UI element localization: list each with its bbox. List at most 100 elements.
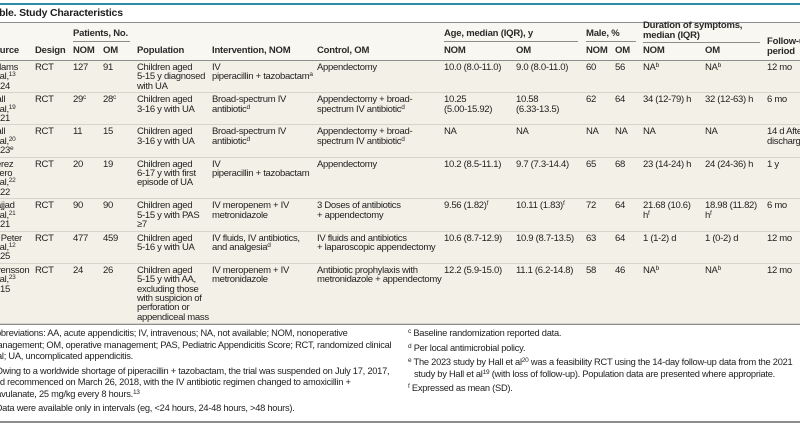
cell-duration-nom: 34 (12-79) h [643,92,705,126]
cell-intervention: IV piperacillin + tazobactama [212,61,317,94]
cell-text: Children aged 5-15 y with PAS ≥7 [137,200,200,231]
cell-text: Children aged 6-17 y with first episode … [137,158,196,189]
cell-text: 127 [73,62,88,73]
cell-text: 10.9 (8.7-13.5) [516,232,574,244]
table-body: Adams et al,13 2024RCT12791Children aged… [0,61,800,325]
cell-source: Adams et al,13 2024 [0,61,35,94]
cell-text: 477 [73,232,88,244]
header-patients-om: OM [103,45,118,56]
cell-patients-nom: 127 [73,61,103,94]
cell-text: Appendectomy + broad- spectrum IV antibi… [317,94,413,115]
cell-patients-om: 28c [103,92,137,126]
cell-male-nom: 60 [586,61,615,94]
header-control: Control, OM [317,45,370,56]
cell-duration-nom: NA [643,124,705,158]
cell-text: 19 [103,158,113,170]
cell-age-om: 10.11 (1.83)f [516,198,586,232]
cell-text: Children aged 3-16 y with UA [137,94,195,115]
cell-text: IV meropenem + IV metronidazole [212,264,290,286]
header-population: Population [137,45,185,56]
cell-text: 11.1 (6.2-14.8) [516,264,574,276]
cell-duration-nom: 1 (1-2) d [643,231,705,264]
footnote-text: Expressed as mean (SD). [411,383,513,394]
cell-text: 68 [615,158,625,170]
footnote-text: Baseline randomization reported data. [413,328,562,339]
cell-text: 23 (14-24) h [643,158,692,170]
cell-design: RCT [35,198,73,232]
cell-text: 15 [103,126,113,138]
cell-text: Antibiotic prophylaxis with metronidazol… [317,264,442,286]
footnote-ref: 13 [132,388,140,396]
source-ref: 13 [8,71,16,79]
cell-text: Children aged 5-15 y diagnosed with UA [137,62,206,92]
cell-population: Children aged 3-16 y with UA [137,124,212,158]
cell-text: 65 [586,158,596,170]
cell-text: IV piperacillin + tazobactam [212,62,310,83]
accent-rule [0,3,800,5]
header-followup: Follow-up period [767,36,800,57]
cell-followup: 6 mo [767,92,800,126]
source-etal: et al, [0,71,9,83]
footnote-text: The 2023 study by Hall et al [413,357,523,368]
source-ref: 22 [8,177,16,185]
cell-age-om: 10.58 (6.33-13.5) [516,92,586,126]
cell-text: Broad-spectrum IV antibiotic [212,126,287,147]
footnote-mark: b [717,62,722,69]
footnote-mark: a [309,71,313,79]
cell-age-om: 10.9 (8.7-13.5) [516,231,586,264]
cell-text: 24 [73,264,83,276]
cell-text: NA [705,264,718,276]
source-year: 2024 [0,80,10,92]
cell-text: 62 [586,94,596,106]
source-etal: et al, [0,274,9,286]
cell-followup: 12 mo [767,263,800,325]
cell-duration-om: 32 (12-63) h [705,92,767,126]
source-ref: 21 [8,209,16,217]
table-row: Sajjad et al,21 2021RCT9090Children aged… [0,198,800,232]
footnote-text: Data were available only in intervals (e… [0,403,295,414]
footnote-mark: c [408,328,411,336]
header-intervention: Intervention, NOM [212,45,291,56]
cell-male-nom: 58 [586,263,615,325]
cell-male-om: 68 [615,157,643,200]
cell-age-om: 9.7 (7.3-14.4) [516,157,586,200]
source-etal: et al, [0,103,9,115]
cell-design: RCT [35,231,73,264]
footnote-mark: d [267,241,271,249]
cell-male-nom: 62 [586,92,615,126]
cell-male-om: NA [615,124,643,158]
footnote-ref: 20 [521,357,529,365]
cell-patients-om: 19 [103,157,137,200]
cell-text: 11 [73,126,83,138]
table-row: Adams et al,13 2024RCT12791Children aged… [0,61,800,94]
header-age-nom: NOM [444,45,466,56]
cell-text: 6 mo [767,94,787,106]
cell-patients-om: 91 [103,61,137,94]
cell-age-nom: 9.56 (1.82)f [444,198,516,232]
cell-population: Children aged 6-17 y with first episode … [137,157,212,200]
cell-text: 58 [586,264,596,276]
source-name: Hall [0,126,6,138]
header-patients: Patients, No. [73,29,130,42]
footnote-mark: f [647,209,650,217]
footnotes-right-column: c Baseline randomization reported data. … [408,328,800,415]
cell-patients-om: 15 [103,124,137,158]
cell-text: 10.6 (8.7-12.9) [444,232,502,244]
cell-patients-nom: 90 [73,198,103,232]
source-etal: et al, [0,135,9,147]
cell-text: RCT [35,158,54,170]
footnote-mark: e [9,145,14,153]
table-title: Table. Study Characteristics [0,7,123,19]
cell-text: 6 mo [767,200,787,212]
cell-control: Antibiotic prophylaxis with metronidazol… [317,263,444,325]
footnote-mark: f [486,200,489,208]
cell-male-om: 56 [615,61,643,94]
footnote-mark: c [112,94,116,102]
cell-population: Children aged 5-16 y with UA [137,231,212,264]
table-row: Hall et al,19 2021RCT29c28cChildren aged… [0,92,800,126]
cell-followup: 14 d After discharge [767,124,800,158]
cell-text: 1 y [767,158,779,170]
source-etal: et al, [0,241,9,253]
cell-intervention: IV fluids, IV antibiotics, and analgesia… [212,231,317,264]
